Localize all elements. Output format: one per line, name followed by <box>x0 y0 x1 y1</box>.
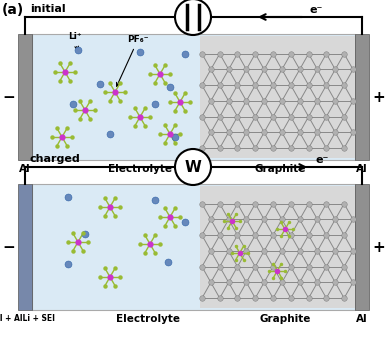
Text: +: + <box>372 239 385 254</box>
Circle shape <box>175 0 211 35</box>
Text: Al: Al <box>19 164 31 174</box>
Text: e⁻: e⁻ <box>315 155 329 165</box>
Text: Electrolyte: Electrolyte <box>108 164 172 174</box>
Text: Graphite: Graphite <box>254 164 306 174</box>
Bar <box>32 34 355 160</box>
Text: Al + AlLi + SEI: Al + AlLi + SEI <box>0 314 55 323</box>
Bar <box>355 34 369 160</box>
Circle shape <box>175 149 211 185</box>
Text: (a): (a) <box>2 3 24 17</box>
Text: Al: Al <box>356 164 368 174</box>
Bar <box>32 184 355 310</box>
Text: charged: charged <box>30 154 81 164</box>
Text: −: − <box>2 239 15 254</box>
Bar <box>355 184 369 310</box>
Bar <box>18 34 32 160</box>
Text: PF₆⁻: PF₆⁻ <box>116 35 149 86</box>
Text: Electrolyte: Electrolyte <box>116 314 180 324</box>
Bar <box>200 36 355 158</box>
Text: e⁻: e⁻ <box>310 5 324 15</box>
Text: −: − <box>2 89 15 105</box>
Bar <box>200 186 355 308</box>
Text: +: + <box>372 89 385 105</box>
Text: Graphite: Graphite <box>259 314 311 324</box>
Text: initial: initial <box>30 4 66 14</box>
Text: Li⁺: Li⁺ <box>68 32 82 50</box>
Text: W: W <box>185 159 202 175</box>
Text: Al: Al <box>356 314 368 324</box>
Bar <box>18 184 32 310</box>
